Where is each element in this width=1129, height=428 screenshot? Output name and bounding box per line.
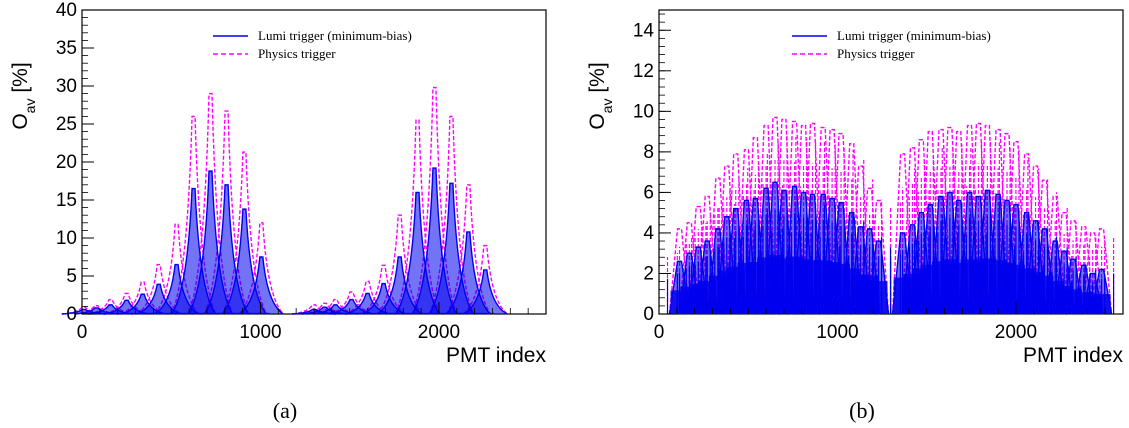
y-tick-label-b-6: 12 xyxy=(633,61,654,82)
peak-physics-b-40 xyxy=(1062,220,1084,315)
series-lumi-a xyxy=(61,167,508,315)
panel-b: 0 2 4 6 8 10 12 14 0 1000 2000 Lumi trigger (minim… xyxy=(586,9,1124,423)
series-layer-a xyxy=(61,86,508,315)
peak-physics-b-14 xyxy=(801,122,824,315)
lumi-band-block-b-43 xyxy=(1092,293,1111,314)
y-tick-label-a-5: 25 xyxy=(56,114,77,135)
x-tick-label-b-2: 2000 xyxy=(995,322,1037,343)
tick-layer-b: 0 2 4 6 8 10 12 14 0 1000 2000 xyxy=(633,13,1124,343)
caption-a: (a) xyxy=(273,398,297,423)
y-tick-label-a-2: 10 xyxy=(56,228,77,249)
peak-physics-b-22 xyxy=(891,153,914,315)
y-tick-label-a-4: 20 xyxy=(56,152,77,173)
lumi-band-block-b-21 xyxy=(869,281,888,314)
peak-physics-b-12 xyxy=(783,120,806,315)
y-tick-label-a-8: 40 xyxy=(56,0,77,21)
y-tick-label-b-2: 4 xyxy=(643,223,654,244)
y-tick-label-b-4: 8 xyxy=(643,142,654,163)
y-tick-label-a-1: 5 xyxy=(66,266,77,287)
y-tick-label-b-1: 2 xyxy=(643,263,654,284)
peak-lumi-a-23 xyxy=(462,269,508,315)
x-tick-label-a-0: 0 xyxy=(77,322,88,343)
y-tick-label-b-0: 0 xyxy=(643,304,654,325)
legend-label-physics-b: Physics trigger xyxy=(837,46,915,61)
peak-physics-b-4 xyxy=(707,177,729,315)
legend-label-physics-a: Physics trigger xyxy=(258,46,336,61)
peak-physics-b-26 xyxy=(930,128,952,315)
y-axis-title-b: Oav [%] xyxy=(586,62,615,129)
legend-label-lumi-a: Lumi trigger (minimum-bias) xyxy=(258,28,412,43)
x-tick-label-b-0: 0 xyxy=(654,322,665,343)
x-axis-title-a: PMT index xyxy=(446,344,546,367)
x-tick-label-b-1: 1000 xyxy=(816,322,858,343)
y-tick-label-a-7: 35 xyxy=(56,38,77,59)
y-axis-title-a: Oav [%] xyxy=(9,62,38,129)
tick-layer-a: 0 5 10 15 20 25 30 35 40 0 1000 2000 xyxy=(56,0,547,343)
y-tick-label-a-6: 30 xyxy=(56,76,77,97)
legend-a: Lumi trigger (minimum-bias) Physics trig… xyxy=(213,28,412,61)
panel-a: 0 5 10 15 20 25 30 35 40 0 1000 2000 Lumi trigger (… xyxy=(9,0,547,423)
x-tick-label-a-1: 1000 xyxy=(239,322,281,343)
peak-physics-a-12 xyxy=(291,304,337,315)
lumi-dense-band-b xyxy=(670,254,1111,314)
caption-b: (b) xyxy=(849,398,875,423)
y-tick-label-b-3: 6 xyxy=(643,182,654,203)
x-axis-title-b: PMT index xyxy=(1023,344,1123,367)
peak-lumi-a-11 xyxy=(238,256,284,315)
legend-b: Lumi trigger (minimum-bias) Physics trig… xyxy=(792,28,991,61)
legend-label-lumi-b: Lumi trigger (minimum-bias) xyxy=(837,28,991,43)
y-tick-label-a-3: 15 xyxy=(56,190,77,211)
y-tick-label-b-5: 10 xyxy=(633,101,654,122)
y-tick-label-b-7: 14 xyxy=(633,20,655,41)
x-tick-label-a-2: 2000 xyxy=(418,322,460,343)
peak-physics-b-18 xyxy=(841,143,863,315)
series-layer-b xyxy=(666,116,1115,315)
y-tick-label-a-0: 0 xyxy=(66,304,77,325)
